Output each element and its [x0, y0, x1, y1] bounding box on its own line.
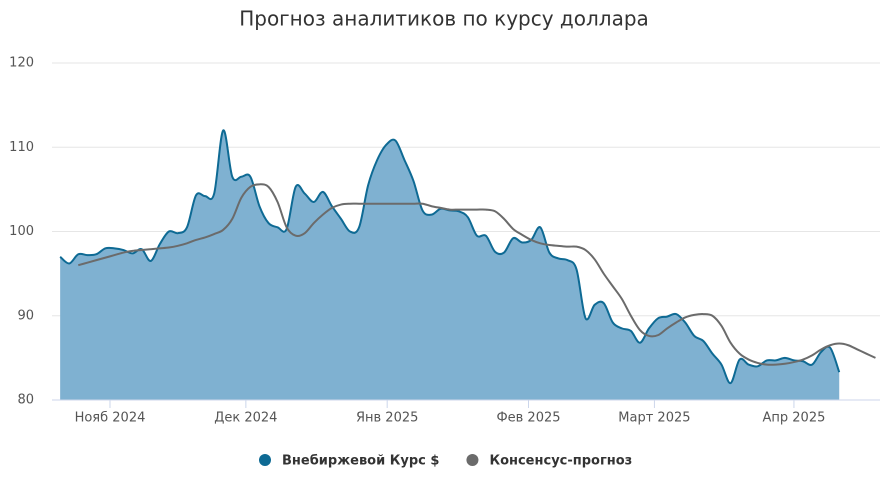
legend-label: Внебиржевой Курс $ — [282, 454, 439, 469]
y-tick-label: 90 — [17, 308, 34, 323]
chart-title: Прогноз аналитиков по курсу доллара — [239, 7, 649, 31]
legend-label: Консенсус-прогноз — [489, 454, 632, 469]
legend: Внебиржевой Курс $ Консенсус-прогноз — [259, 454, 632, 469]
legend-item[interactable]: Внебиржевой Курс $ — [259, 454, 439, 469]
y-tick-label: 110 — [9, 140, 34, 155]
line — [78, 183, 876, 366]
x-tick-label: Нояб 2024 — [75, 411, 146, 426]
y-tick-label: 120 — [9, 56, 34, 71]
x-tick-label: Фев 2025 — [496, 411, 560, 426]
legend-marker — [466, 454, 479, 466]
legend-marker — [259, 454, 271, 466]
x-tick-label: Март 2025 — [618, 411, 690, 426]
x-tick-label: Апр 2025 — [763, 411, 826, 426]
area-fill — [60, 130, 840, 400]
legend-item[interactable]: Консенсус-прогноз — [466, 454, 632, 469]
y-tick-label: 100 — [9, 224, 34, 239]
x-tick-label: Янв 2025 — [356, 411, 418, 426]
x-tick-label: Дек 2024 — [214, 411, 277, 426]
y-tick-label: 80 — [17, 393, 34, 408]
